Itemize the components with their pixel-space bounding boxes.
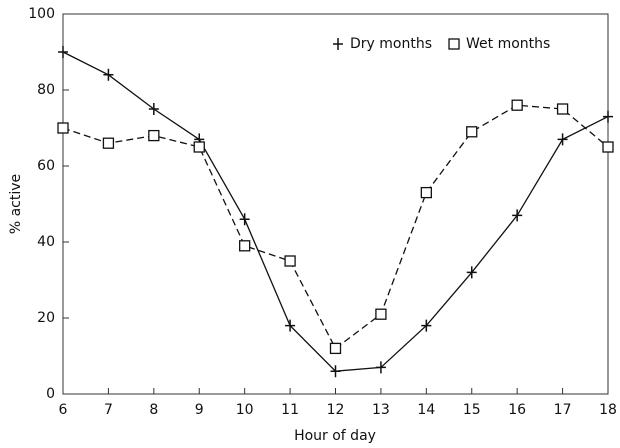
x-tick-label: 14 — [417, 402, 435, 418]
data-point — [57, 122, 69, 134]
y-tick-label: 80 — [37, 82, 55, 98]
data-point — [511, 99, 523, 111]
x-axis-label: Hour of day — [294, 428, 376, 444]
data-point — [512, 209, 523, 222]
data-point — [239, 213, 250, 226]
data-point — [466, 266, 477, 279]
data-point — [58, 46, 68, 58]
x-tick-label: 11 — [281, 402, 299, 418]
x-tick-label: 17 — [554, 402, 572, 418]
data-point — [556, 103, 569, 115]
data-point — [329, 342, 342, 355]
y-tick-label: 60 — [37, 158, 55, 174]
x-tick-label: 18 — [599, 402, 617, 418]
x-tick-label: 6 — [59, 402, 68, 418]
plot-frame — [62, 13, 609, 395]
data-point — [557, 133, 568, 146]
legend-label: Dry months — [350, 36, 432, 52]
data-point — [375, 308, 387, 320]
x-tick-label: 10 — [236, 402, 254, 418]
data-point — [603, 110, 613, 123]
legend-marker — [448, 38, 460, 50]
data-point — [102, 137, 115, 149]
y-tick-label: 40 — [37, 234, 55, 250]
data-point — [602, 141, 614, 153]
data-point — [239, 240, 251, 252]
y-tick-label: 0 — [46, 386, 55, 402]
data-point — [421, 319, 432, 332]
data-point — [375, 361, 386, 374]
legend-label: Wet months — [466, 36, 550, 52]
legend-marker — [333, 38, 343, 50]
data-point — [193, 141, 205, 153]
series-line — [62, 104, 609, 350]
x-tick-label: 9 — [195, 402, 204, 418]
x-tick-label: 7 — [104, 402, 113, 418]
y-tick-label: 100 — [28, 6, 55, 22]
data-point — [103, 68, 114, 81]
data-point — [148, 103, 159, 115]
data-point — [420, 186, 432, 199]
y-tick-label: 20 — [37, 310, 55, 326]
data-point — [466, 126, 478, 138]
series-line — [62, 51, 609, 372]
data-point — [330, 365, 341, 378]
x-tick-label: 8 — [149, 402, 158, 418]
x-tick-label: 13 — [372, 402, 390, 418]
data-point — [148, 129, 160, 142]
y-axis-label: % active — [8, 174, 24, 234]
data-point — [285, 319, 296, 332]
x-tick-label: 12 — [327, 402, 345, 418]
data-point — [284, 255, 296, 267]
x-tick-label: 16 — [508, 402, 526, 418]
x-tick-label: 15 — [463, 402, 481, 418]
